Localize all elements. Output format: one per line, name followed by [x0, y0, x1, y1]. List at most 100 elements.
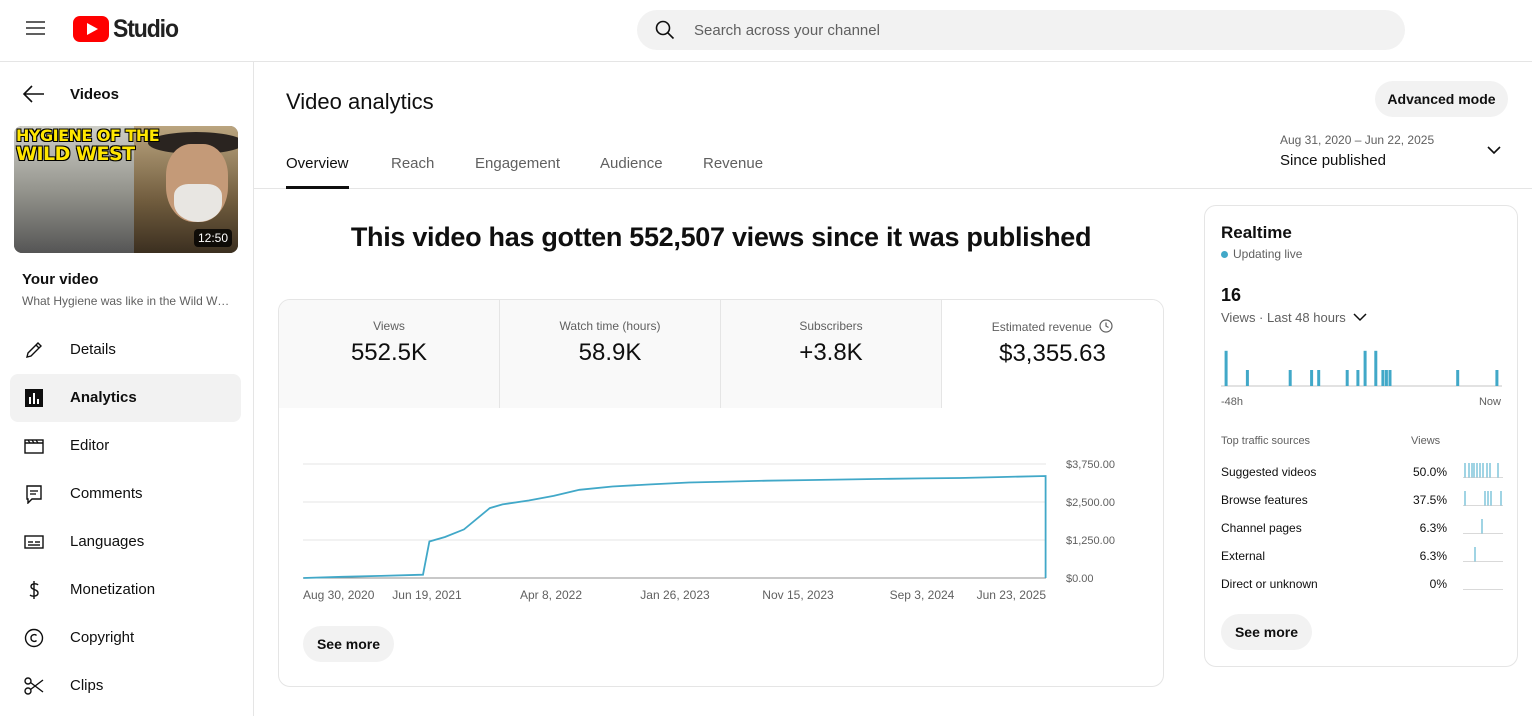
sidebar-item-label: Comments: [70, 485, 143, 502]
y-tick-label: $3,750.00: [1066, 459, 1115, 471]
dollar-icon: [29, 581, 39, 599]
thumbnail-caption-line-2: WILD WEST: [16, 143, 135, 165]
realtime-see-more-button[interactable]: See more: [1221, 614, 1312, 650]
traffic-source-sparkline: [1463, 491, 1503, 506]
live-dot-icon: [1221, 251, 1228, 258]
traffic-source-name: External: [1221, 549, 1266, 563]
x-tick-label: Nov 15, 2023: [762, 588, 834, 602]
x-tick-label: Apr 8, 2022: [520, 588, 582, 602]
menu-icon[interactable]: [20, 17, 52, 43]
traffic-source-sparkline: [1463, 519, 1503, 534]
bar-chart-icon: [25, 389, 43, 407]
date-range-label: Since published: [1280, 152, 1386, 169]
traffic-source-row: Browse features 37.5%: [1221, 491, 1503, 513]
metric-value: 552.5K: [350, 339, 428, 366]
realtime-views-count: 16: [1221, 285, 1242, 305]
studio-logo[interactable]: Studio: [73, 14, 184, 44]
video-thumbnail[interactable]: HYGIENE OF THE WILD WEST 12:50: [14, 126, 238, 253]
realtime-bar[interactable]: [1456, 370, 1460, 386]
your-video-label: Your video: [22, 271, 99, 288]
comment-icon: [26, 485, 42, 504]
date-range-dates: Aug 31, 2020 – Jun 22, 2025: [1280, 133, 1435, 147]
sidebar-item-monetization[interactable]: Monetization: [10, 566, 241, 614]
sidebar-item-label: Editor: [70, 437, 110, 454]
sidebar-item-comments[interactable]: Comments: [10, 470, 241, 518]
traffic-source-name: Browse features: [1221, 493, 1308, 507]
tab-audience[interactable]: Audience: [600, 155, 663, 172]
analytics-tabs: Overview Reach Engagement Audience Reven…: [254, 138, 1532, 189]
metric-label: Subscribers: [799, 319, 863, 333]
revenue-line-chart: $0.00 $1,250.00 $2,500.00 $3,750.00 Aug 30, …: [303, 459, 1115, 602]
metric-views[interactable]: Views 552.5K: [279, 300, 500, 408]
traffic-source-sparkline: [1463, 589, 1503, 590]
traffic-source-percent: 37.5%: [1412, 493, 1447, 507]
overview-card: Views 552.5K Watch time (hours) 58.9K Su…: [278, 299, 1164, 687]
realtime-bar[interactable]: [1374, 350, 1378, 386]
tab-overview[interactable]: Overview: [286, 155, 349, 189]
realtime-card: Realtime Updating live 16 Views · Last 4…: [1204, 205, 1518, 667]
realtime-bar[interactable]: [1224, 350, 1228, 386]
metric-label: Watch time (hours): [559, 319, 661, 333]
metric-value: +3.8K: [799, 339, 863, 366]
tab-revenue[interactable]: Revenue: [703, 155, 764, 172]
live-status-text: Updating live: [1233, 247, 1303, 261]
thumbnail-caption-line-1: HYGIENE OF THE: [16, 126, 160, 145]
traffic-source-percent: 6.3%: [1419, 521, 1447, 535]
metric-label: Views: [373, 319, 405, 333]
traffic-source-name: Direct or unknown: [1221, 577, 1318, 591]
revenue-series-line[interactable]: [303, 475, 1047, 579]
sidebar-item-label: Languages: [70, 533, 145, 550]
top-bar: Studio Search across your channel: [0, 0, 1532, 62]
traffic-source-row: External 6.3%: [1221, 547, 1503, 569]
metric-subscribers[interactable]: Subscribers +3.8K: [721, 300, 942, 408]
y-tick-label: $2,500.00: [1066, 497, 1115, 509]
tab-reach[interactable]: Reach: [391, 155, 435, 172]
sidebar-item-languages[interactable]: Languages: [10, 518, 241, 566]
film-icon: [24, 439, 44, 454]
sidebar-item-clips[interactable]: Clips: [10, 662, 241, 710]
traffic-source-sparkline: [1463, 463, 1503, 478]
date-range-selector[interactable]: Aug 31, 2020 – Jun 22, 2025 Since publis…: [1280, 133, 1505, 173]
logo-text: Studio: [113, 14, 179, 43]
views-headline: This video has gotten 552,507 views sinc…: [350, 222, 1092, 252]
clock-icon[interactable]: [1099, 319, 1113, 333]
traffic-source-percent: 50.0%: [1412, 465, 1447, 479]
tab-engagement[interactable]: Engagement: [475, 155, 561, 172]
realtime-bar[interactable]: [1310, 370, 1314, 386]
pencil-icon: [26, 342, 42, 358]
chevron-down-icon: [1487, 146, 1501, 155]
video-duration-badge: 12:50: [193, 229, 232, 247]
sidebar-item-details[interactable]: Details: [10, 326, 241, 374]
realtime-bar[interactable]: [1345, 370, 1349, 386]
realtime-bar[interactable]: [1317, 370, 1321, 386]
back-arrow-icon[interactable]: [22, 84, 46, 104]
realtime-bar[interactable]: [1388, 370, 1392, 386]
realtime-period-selector[interactable]: Views · Last 48 hours: [1221, 310, 1367, 325]
search-input[interactable]: Search across your channel: [694, 22, 880, 39]
realtime-bar[interactable]: [1381, 370, 1385, 386]
traffic-source-sparkline: [1463, 547, 1503, 562]
realtime-bar[interactable]: [1356, 370, 1360, 386]
metric-watch-time[interactable]: Watch time (hours) 58.9K: [500, 300, 721, 408]
back-to-videos-link[interactable]: Videos: [70, 86, 119, 103]
metric-value: $3,355.63: [999, 340, 1106, 367]
realtime-bar[interactable]: [1245, 370, 1249, 386]
metric-estimated-revenue[interactable]: Estimated revenue $3,355.63: [942, 300, 1163, 408]
copyright-icon: [24, 628, 44, 648]
advanced-mode-button[interactable]: Advanced mode: [1375, 81, 1508, 117]
x-tick-label: Jun 23, 2025: [977, 588, 1047, 602]
traffic-source-row: Suggested videos 50.0%: [1221, 463, 1503, 485]
traffic-source-percent: 6.3%: [1419, 549, 1447, 563]
sidebar-item-copyright[interactable]: Copyright: [10, 614, 241, 662]
realtime-period-label: Views · Last 48 hours: [1221, 310, 1346, 325]
search-bar[interactable]: Search across your channel: [637, 10, 1405, 50]
x-tick-label: Sep 3, 2024: [890, 588, 955, 602]
realtime-bar[interactable]: [1288, 370, 1292, 386]
sidebar-item-editor[interactable]: Editor: [10, 422, 241, 470]
sidebar: Videos HYGIENE OF THE WILD WEST 12:50 Yo…: [0, 62, 254, 716]
sidebar-item-analytics[interactable]: Analytics: [10, 374, 241, 422]
realtime-bar[interactable]: [1384, 370, 1388, 386]
realtime-bar[interactable]: [1495, 370, 1499, 386]
see-more-button[interactable]: See more: [303, 626, 394, 662]
realtime-bar[interactable]: [1363, 350, 1367, 386]
